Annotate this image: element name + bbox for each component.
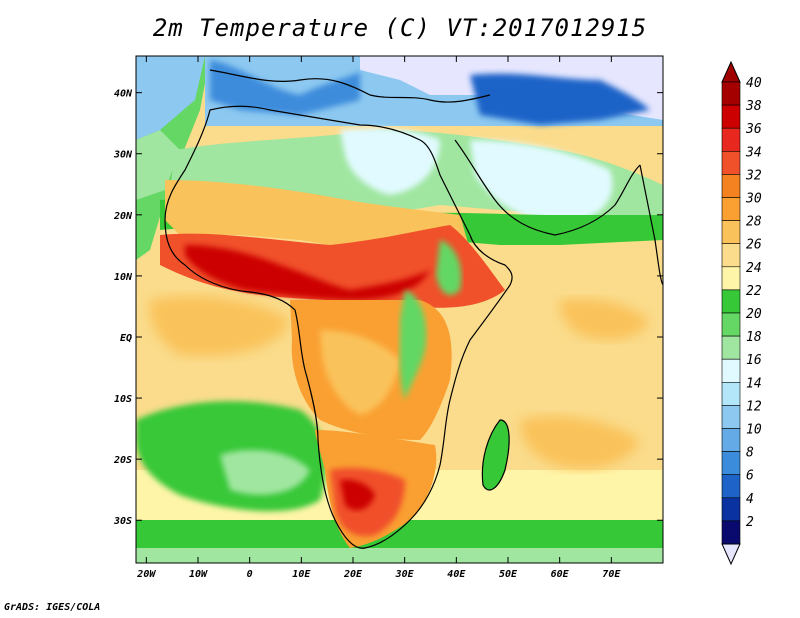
colorbar-level-label: 2 — [746, 515, 754, 530]
lon-tick-label: 0 — [247, 569, 253, 580]
colorbar-level-label: 6 — [746, 469, 754, 484]
map-title: 2m Temperature (C) VT:2017012915 — [152, 14, 648, 42]
colorbar-swatch — [721, 127, 741, 152]
colorbar-swatch — [721, 289, 741, 314]
colorbar-level-label: 8 — [746, 446, 754, 461]
grads-credit: GrADS: IGES/COLA — [4, 602, 101, 613]
lat-tick-label: 40N — [114, 89, 133, 100]
colorbar-swatch — [721, 405, 741, 429]
arabia-coastline — [454, 139, 641, 236]
congo-basin-region — [320, 330, 400, 415]
ethiopia-highlands-region — [436, 240, 462, 295]
sahara-cool-region — [340, 128, 440, 195]
east-africa-highlands-region — [399, 290, 427, 400]
colorbar-swatch — [721, 151, 741, 175]
colorbar-swatch — [721, 312, 741, 337]
colorbar-swatch — [721, 335, 741, 360]
colorbar-level-label: 36 — [745, 122, 762, 137]
lon-tick-label: 70E — [602, 569, 621, 580]
colorbar: 40 38 36 34 32 30 28 26 24 22 20 18 16 14 12 10 8 6 4 2 — [721, 60, 762, 566]
colorbar-swatch — [721, 358, 741, 383]
lon-tick-label: 10W — [189, 569, 208, 580]
colorbar-swatch — [721, 81, 741, 106]
lat-tick-label: 20N — [113, 211, 133, 222]
colorbar-level-label: 40 — [746, 76, 762, 91]
africa-coastline — [164, 105, 513, 549]
colorbar-level-label: 22 — [746, 284, 762, 299]
lon-tick-label: 40E — [447, 569, 466, 580]
colorbar-level-label: 10 — [746, 423, 762, 438]
colorbar-swatch — [721, 381, 741, 406]
very-hot-region — [185, 245, 430, 300]
colorbar-swatch — [721, 174, 741, 198]
colorbar-swatch — [721, 474, 741, 499]
arabia-region — [470, 140, 613, 225]
temperature-field — [136, 56, 663, 563]
colorbar-swatch — [721, 266, 741, 291]
lat-tick-label: 10N — [114, 272, 133, 283]
colorbar-min-triangle — [721, 543, 741, 566]
colorbar-swatch — [721, 520, 741, 545]
indian-ocean-warm-region-south — [520, 416, 640, 469]
colorbar-swatch — [721, 104, 741, 129]
south-atlantic-colder-region — [220, 450, 310, 495]
colorbar-level-label: 20 — [746, 307, 762, 322]
colorbar-swatch — [721, 220, 741, 245]
colorbar-level-label: 14 — [746, 376, 762, 391]
colorbar-level-label: 38 — [745, 99, 762, 114]
colorbar-level-label: 12 — [746, 399, 762, 414]
madagascar-coastline — [481, 419, 510, 491]
med-north-coastline — [209, 69, 491, 103]
colorbar-level-label: 4 — [746, 492, 754, 507]
north-atlantic-cold-region — [136, 56, 205, 140]
madagascar-region — [482, 420, 510, 490]
middle-east-cold-region — [470, 73, 650, 125]
colorbar-level-label: 24 — [746, 261, 762, 276]
colorbar-level-label: 26 — [746, 238, 762, 253]
lat-tick-label: EQ — [120, 333, 132, 344]
lat-tick-label: 30S — [113, 516, 132, 527]
colorbar-level-label: 16 — [746, 353, 762, 368]
colorbar-level-label: 32 — [745, 168, 762, 183]
colorbar-swatch — [721, 428, 741, 452]
kalahari-hot-region — [340, 479, 375, 511]
lat-tick-label: 30N — [113, 150, 133, 161]
colorbar-level-label: 28 — [746, 215, 762, 230]
south-ocean-cold-band — [136, 548, 663, 563]
north-africa-cold-region — [210, 60, 360, 115]
colorbar-swatch — [721, 451, 741, 476]
colorbar-swatch — [721, 497, 741, 522]
north-atlantic-mid-region — [136, 130, 180, 200]
lon-tick-label: 20E — [343, 569, 363, 580]
lon-tick-label: 20W — [136, 569, 156, 580]
lat-tick-label: 20S — [113, 455, 132, 466]
longitude-axis: 20W 10W 0 10E 20E 30E 40E 50E 60E 70E — [136, 56, 621, 580]
gulf-of-guinea-warm-region — [149, 296, 290, 357]
colorbar-level-label: 18 — [746, 330, 762, 345]
latitude-axis: 40N 30N 20N 10N EQ 10S 20S 30S — [113, 89, 663, 527]
colorbar-swatch — [721, 243, 741, 268]
lon-tick-label: 50E — [499, 569, 518, 580]
colorbar-level-label: 34 — [745, 145, 762, 160]
lon-tick-label: 30E — [395, 569, 415, 580]
colorbar-swatch — [721, 197, 741, 221]
lon-tick-label: 10E — [292, 569, 311, 580]
colorbar-level-label: 30 — [745, 192, 762, 207]
map-frame — [135, 55, 664, 564]
lat-tick-label: 10S — [114, 394, 132, 405]
lon-tick-label: 60E — [551, 569, 570, 580]
colorbar-max-triangle — [721, 60, 741, 83]
indian-ocean-warm-region — [559, 298, 650, 340]
